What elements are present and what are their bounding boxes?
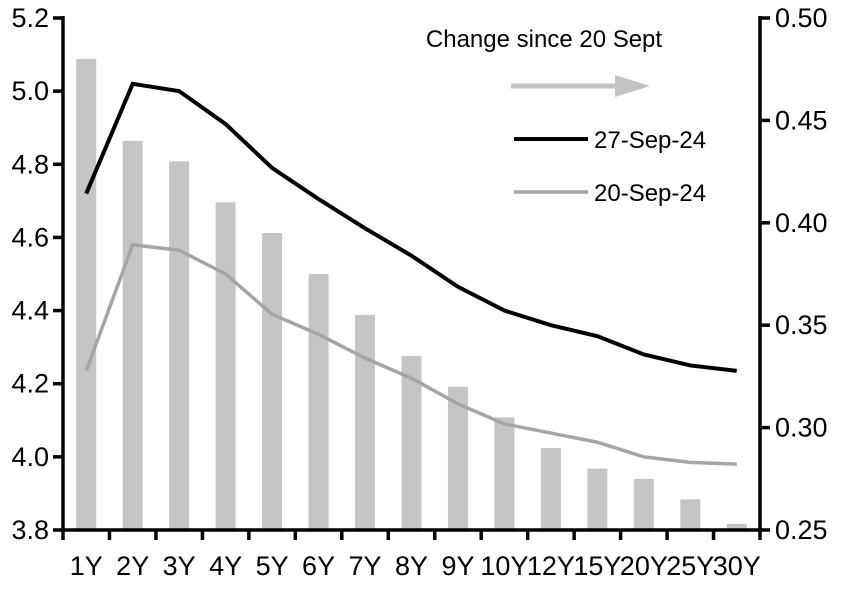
bar-6Y [308, 274, 329, 530]
bar-30Y [726, 523, 747, 530]
x-axis-category-label: 25Y [666, 551, 714, 581]
bar-2Y [122, 140, 143, 530]
right-arrow-icon [615, 75, 650, 97]
left-axis-tick-label: 3.8 [11, 515, 49, 545]
x-axis-category-label: 4Y [209, 551, 242, 581]
bar-10Y [494, 417, 515, 530]
left-axis-tick-label: 4.0 [11, 442, 49, 472]
x-axis-category-label: 30Y [713, 551, 761, 581]
left-axis-tick-label: 4.4 [11, 296, 49, 326]
bar-3Y [169, 161, 190, 531]
bar-8Y [401, 355, 422, 530]
left-axis-tick-label: 4.2 [11, 369, 49, 399]
right-axis-tick-label: 0.40 [775, 208, 828, 238]
x-axis-category-label: 20Y [620, 551, 668, 581]
bar-7Y [355, 314, 376, 530]
x-axis-category-label: 7Y [349, 551, 382, 581]
right-axis-tick-label: 0.45 [775, 105, 828, 135]
left-axis-tick-label: 4.8 [11, 149, 49, 179]
x-axis-category-label: 10Y [480, 551, 528, 581]
right-axis-tick-label: 0.50 [775, 3, 828, 33]
bar-1Y [76, 58, 97, 531]
right-axis-tick-label: 0.30 [775, 413, 828, 443]
right-axis-tick-label: 0.25 [775, 515, 828, 545]
x-axis-category-label: 8Y [395, 551, 428, 581]
bar-15Y [587, 468, 608, 530]
x-axis-category-label: 1Y [70, 551, 103, 581]
x-axis-category-label: 3Y [163, 551, 196, 581]
legend-entry-label: 20-Sep-24 [594, 180, 706, 207]
x-axis-category-label: 2Y [116, 551, 149, 581]
x-axis-category-label: 6Y [302, 551, 335, 581]
legend-title: Change since 20 Sept [426, 26, 663, 53]
x-axis-category-label: 9Y [441, 551, 474, 581]
bar-4Y [215, 202, 236, 530]
bar-9Y [447, 386, 468, 530]
legend-entry-label: 27-Sep-24 [594, 127, 706, 154]
bar-5Y [262, 233, 283, 531]
bar-12Y [540, 448, 561, 530]
x-axis-category-label: 5Y [256, 551, 289, 581]
series-line-20-Sep-24 [84, 242, 737, 466]
left-axis-tick-label: 5.2 [11, 3, 49, 33]
right-axis-tick-label: 0.35 [775, 310, 828, 340]
series-line-27-Sep-24 [84, 81, 738, 373]
x-axis-category-label: 15Y [573, 551, 621, 581]
left-axis-tick-label: 5.0 [11, 76, 49, 106]
x-axis-category-label: 12Y [527, 551, 575, 581]
bar-20Y [633, 478, 654, 530]
bar-25Y [680, 499, 701, 530]
left-axis-tick-label: 4.6 [11, 222, 49, 252]
